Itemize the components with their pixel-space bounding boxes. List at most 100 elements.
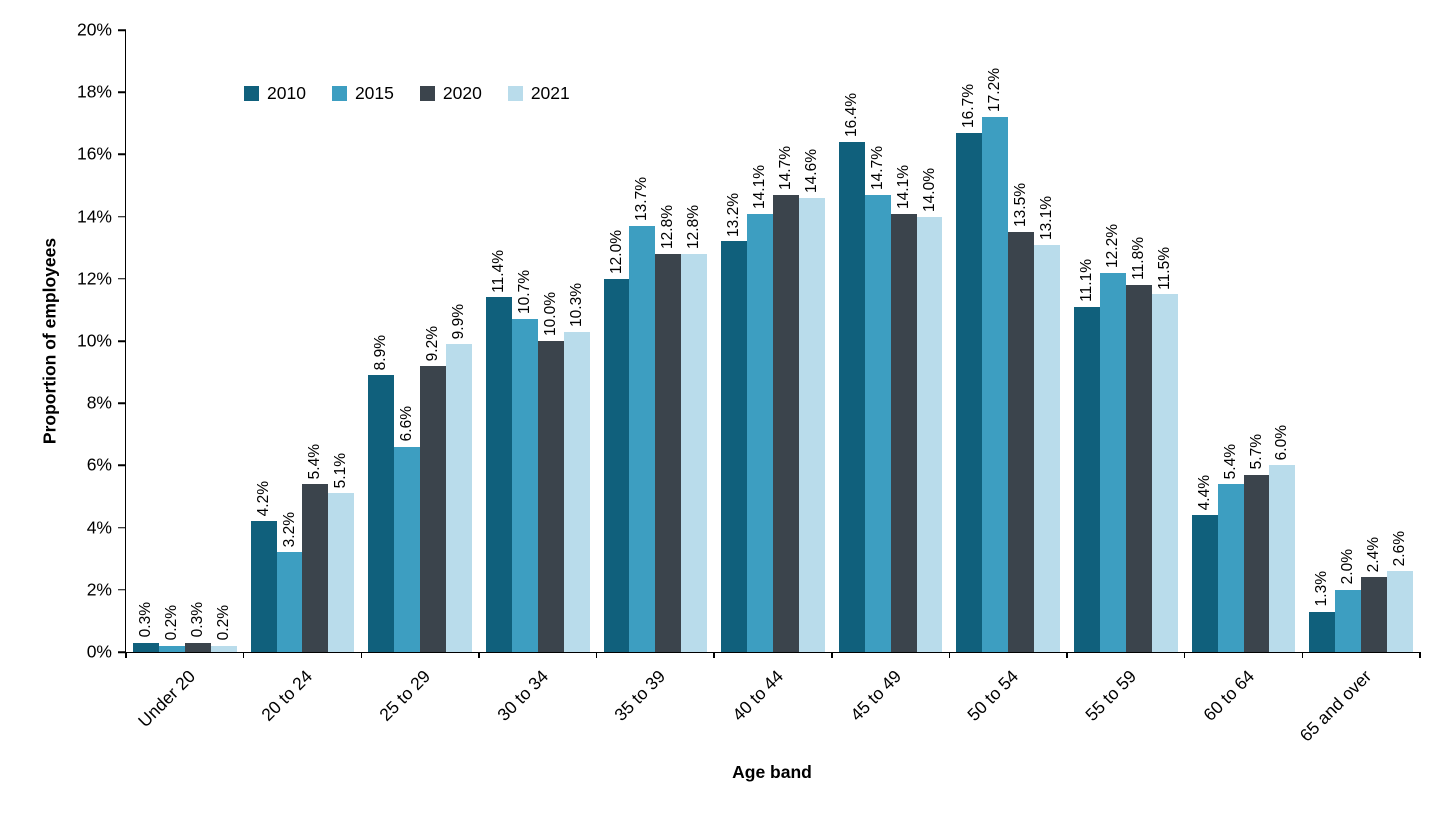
bar-2020-45-to-49 [890,213,917,652]
bar-value-label: 2.6% [1391,530,1409,567]
bar-2020-under-20 [184,642,211,652]
bar-value-label: 4.2% [254,481,272,517]
bar-2010-under-20 [133,642,159,652]
bar-2015-35-to-39 [629,225,656,652]
bar-value-label: 5.4% [306,443,324,480]
x-axis-tick [713,652,715,658]
bar-2020-25-to-29 [420,365,446,652]
y-axis-tick [118,29,126,31]
y-axis-tick [118,91,126,93]
bar-2020-65-and-over [1361,577,1388,652]
bar-value-label: 14.6% [802,149,820,193]
bar-2010-55-to-59 [1074,306,1100,652]
y-axis-tick [118,278,126,280]
y-axis-title: Proportion of employees [39,237,60,445]
bar-2015-25-to-29 [394,446,421,652]
bar-value-label: 11.4% [489,249,507,293]
bar-value-label: 11.5% [1155,246,1173,290]
x-axis-tick [1183,652,1186,658]
y-tick-label: 0% [86,641,112,662]
legend-label: 2021 [530,83,570,103]
y-tick-label: 6% [86,454,112,475]
plot-area: 0% 2% 4% 6% 8% 10% 12% 14% 16% 18% 20% 0.3% 0.2% 0.3%… [77,20,1421,746]
legend-label: 2010 [267,83,306,103]
bar-value-label: 13.7% [633,176,651,221]
x-axis-tick [831,652,833,658]
y-axis-tick [118,153,126,156]
bar-value-label: 13.5% [1012,183,1030,228]
bar-2015-40-to-44 [747,213,773,652]
y-axis-tick [118,464,126,467]
y-axis-tick [118,589,126,591]
bar-2010-30-to-34 [485,297,512,652]
y-tick-label: 2% [86,579,112,600]
bar-2010-35-to-39 [603,278,630,652]
y-tick-label: 20% [76,19,112,40]
bar-value-label: 10.0% [541,292,559,336]
bar-value-label: 5.7% [1247,434,1265,470]
x-axis-tick [595,652,598,658]
y-axis-tick [118,651,126,653]
bar-value-label: 14.0% [920,167,938,212]
bar-2015-60-to-64 [1217,484,1244,652]
bar-value-label: 12.2% [1103,223,1121,268]
bar-value-label: 0.2% [162,605,180,641]
bar-value-label: 1.3% [1313,571,1331,607]
x-axis-tick [478,652,480,658]
bar-2021-45-to-49 [916,216,943,652]
bar-2021-50-to-54 [1034,244,1061,652]
bar-value-label: 3.2% [280,512,298,548]
bar-2021-60-to-64 [1269,465,1296,652]
y-tick-label: 18% [76,81,112,102]
x-axis-tick [1066,652,1068,658]
bar-value-label: 11.8% [1129,237,1147,281]
y-tick-label: 16% [76,143,112,164]
bar-2020-30-to-34 [537,341,564,652]
bar-value-label: 12.8% [659,204,677,249]
bar-value-label: 6.6% [398,406,416,442]
legend-swatch [507,86,523,101]
bar-2021-under-20 [210,645,237,652]
y-tick-label: 10% [76,330,112,351]
bar-2020-40-to-44 [773,194,799,652]
bar-value-label: 12.0% [607,229,625,274]
x-axis-tick [125,652,127,658]
legend-swatch [419,86,435,101]
bar-2010-45-to-49 [838,141,865,652]
bar-value-label: 11.1% [1078,258,1096,302]
bar-value-label: 14.1% [751,164,769,209]
bar-value-label: 14.7% [868,145,886,190]
bar-value-label: 9.9% [449,303,467,340]
legend-item-2021: 2021 [507,83,570,104]
y-axis-tick [118,526,126,529]
bar-2010-60-to-64 [1191,515,1218,652]
bar-value-label: 13.1% [1038,195,1056,240]
y-axis-tick [118,340,126,342]
bar-value-label: 9.2% [424,325,442,361]
bar-2015-30-to-34 [511,319,538,652]
bar-2015-20-to-24 [276,552,303,652]
bar-value-label: 0.3% [136,602,154,638]
legend: 2010 2015 2020 2021 [244,83,570,104]
bar-2020-60-to-64 [1243,474,1270,652]
x-axis-tick [242,652,245,658]
bar-2020-35-to-39 [655,253,682,652]
bar-value-label: 5.4% [1221,443,1239,480]
y-tick-label: 4% [86,517,112,538]
bar-2021-40-to-44 [798,197,825,652]
legend-swatch [331,86,347,101]
bar-2021-65-and-over [1387,571,1413,652]
bar-value-label: 2.0% [1339,549,1357,585]
y-tick-label: 14% [76,206,112,227]
bar-2010-50-to-54 [956,132,983,652]
bar-2020-20-to-24 [302,484,329,652]
bar-value-label: 5.1% [332,453,350,489]
bar-2010-25-to-29 [368,375,395,652]
bar-value-label: 14.1% [894,164,912,209]
bar-2020-55-to-59 [1125,285,1152,652]
bar-2021-35-to-39 [681,253,708,652]
bar-2015-55-to-59 [1100,272,1126,652]
bar-value-label: 0.3% [188,602,206,638]
legend-item-2010: 2010 [244,83,306,104]
